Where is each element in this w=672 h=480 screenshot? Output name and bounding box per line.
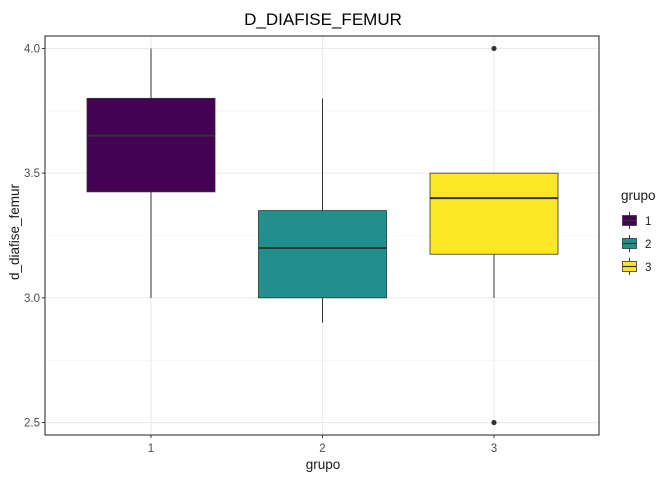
box-group-2 xyxy=(258,98,387,323)
box-iqr xyxy=(429,172,559,255)
legend-label: 2 xyxy=(645,239,651,251)
y-axis-title: d_diafise_femur xyxy=(7,183,22,280)
legend-item-3: 3 xyxy=(622,258,651,275)
box-iqr xyxy=(86,97,216,193)
y-tick-label: 4.0 xyxy=(24,43,40,55)
legend-item-1: 1 xyxy=(622,212,651,229)
chart-title: D_DIAFISE_FEMUR xyxy=(244,10,402,29)
x-axis-title: grupo xyxy=(306,457,341,472)
y-tick-label: 3.5 xyxy=(24,168,40,180)
outlier-point xyxy=(491,419,497,426)
legend-item-2: 2 xyxy=(622,235,651,252)
y-tick-label: 3.0 xyxy=(24,293,40,305)
x-tick-label: 1 xyxy=(148,443,154,455)
legend-title: grupo xyxy=(621,188,656,203)
x-tick-label: 2 xyxy=(319,443,325,455)
box-iqr xyxy=(258,210,387,299)
outlier-point xyxy=(491,45,497,52)
box-group-1 xyxy=(86,48,216,298)
legend-label: 3 xyxy=(645,262,651,274)
legend-label: 1 xyxy=(645,216,651,228)
legend: grupo 1 2 3 xyxy=(621,188,656,275)
plot-panel: 2.5 3.0 3.5 4.0 1 2 3 xyxy=(24,35,600,455)
box-group-3 xyxy=(429,45,559,426)
x-tick-label: 3 xyxy=(491,443,497,455)
y-tick-label: 2.5 xyxy=(24,418,40,430)
